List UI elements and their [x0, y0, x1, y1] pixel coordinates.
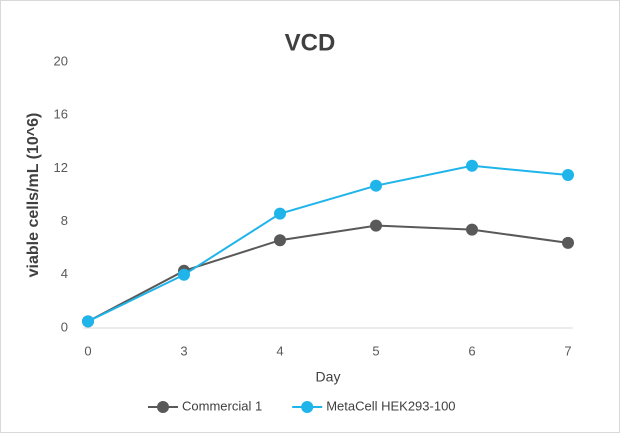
data-point — [82, 315, 94, 328]
data-point — [562, 169, 574, 182]
y-tick-label: 16 — [54, 107, 68, 122]
x-axis-label: Day — [316, 369, 341, 385]
x-tick-label: 5 — [372, 343, 379, 358]
x-tick-label: 4 — [276, 343, 283, 358]
x-tick-label: 0 — [84, 343, 91, 358]
y-axis-label: viable cells/mL (10^6) — [25, 113, 42, 278]
y-tick-label: 4 — [61, 266, 68, 281]
data-point — [562, 236, 574, 249]
data-point — [274, 234, 286, 247]
legend-label: MetaCell HEK293-100 — [326, 398, 455, 413]
series-line — [87, 164, 569, 323]
data-point — [466, 223, 478, 236]
legend-marker — [301, 401, 314, 413]
data-point — [370, 219, 382, 232]
x-tick-label: 3 — [180, 343, 187, 358]
series-line — [87, 224, 569, 323]
x-tick-label: 7 — [564, 343, 571, 358]
y-tick-label: 12 — [54, 160, 68, 175]
legend-label: Commercial 1 — [182, 398, 262, 413]
y-tick-label: 0 — [61, 319, 68, 334]
y-tick-label: 8 — [61, 213, 68, 228]
x-tick-label: 6 — [468, 343, 475, 358]
data-point — [370, 179, 382, 192]
data-point — [178, 268, 190, 281]
legend-marker — [157, 401, 169, 413]
chart-title: VCD — [285, 29, 336, 56]
y-tick-label: 20 — [54, 53, 68, 68]
data-point — [274, 207, 286, 220]
data-point — [466, 159, 478, 172]
